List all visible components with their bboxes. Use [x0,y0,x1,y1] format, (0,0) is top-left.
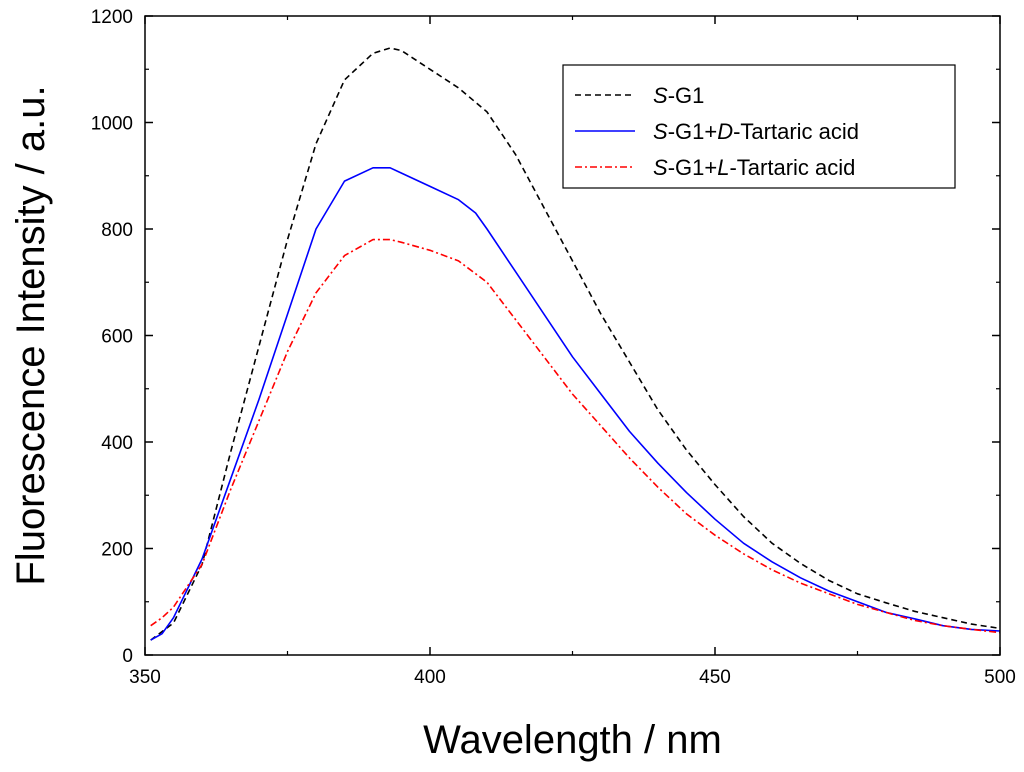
x-tick-label: 500 [984,667,1016,688]
legend-label-2: S-G1+D-Tartaric acid [653,119,859,144]
series-line-3 [150,238,1001,634]
y-tick-label: 1000 [91,114,133,135]
x-tick-label: 350 [129,667,161,688]
series-line-2 [150,167,1001,641]
x-tick-label: 400 [414,667,446,688]
series-layer [150,47,1001,641]
legend-label-part: S [653,155,668,180]
x-axis-title: Wavelength / nm [423,718,722,762]
tick-layer: 350 400 450 500 0 200 400 600 800 1000 1200 [91,7,1016,688]
x-tick-label: 450 [699,667,731,688]
legend-label-1: S-G1 [653,83,704,108]
y-axis-title: Fluorescence Intensity / a.u. [9,85,53,585]
legend-label-part: D [717,119,733,144]
legend-label-part: S [653,119,668,144]
legend-label-part: -Tartaric acid [733,119,859,144]
y-tick-label: 200 [101,540,133,561]
series-line-1 [150,47,1001,641]
y-tick-label: 1200 [91,7,133,28]
y-tick-label: 600 [101,327,133,348]
legend-label-part: L [717,155,729,180]
legend-label-part: -Tartaric acid [729,155,855,180]
legend-label-part: -G1+ [668,119,718,144]
legend: S-G1S-G1+D-Tartaric acidS-G1+L-Tartaric … [562,64,956,189]
y-tick-label: 400 [101,433,133,454]
y-tick-label: 0 [122,646,133,667]
y-tick-label: 800 [101,220,133,241]
legend-box [562,64,956,189]
legend-label-part: S [653,83,668,108]
legend-label-3: S-G1+L-Tartaric acid [653,155,855,180]
legend-label-part: -G1 [668,83,705,108]
legend-label-part: -G1+ [668,155,718,180]
